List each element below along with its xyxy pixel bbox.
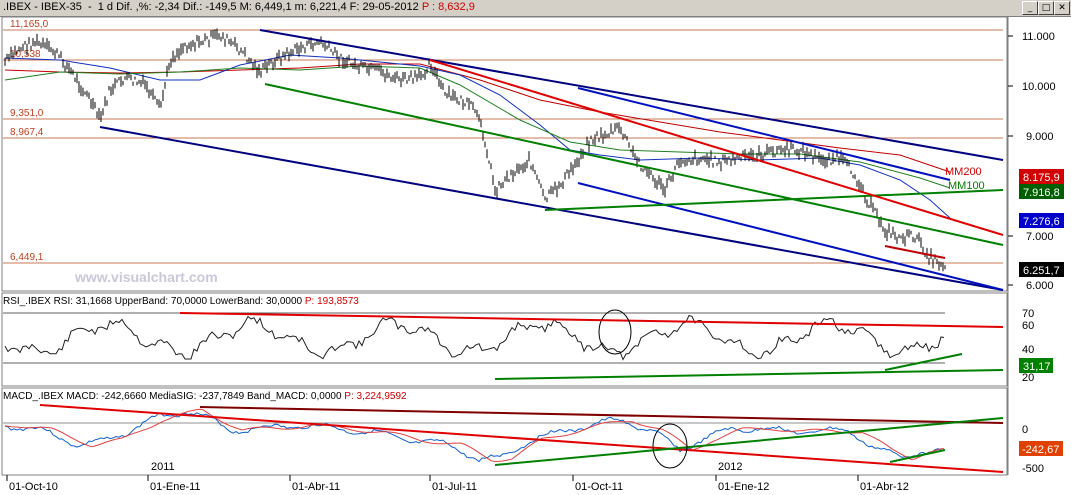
macd-highlight-circle	[652, 423, 688, 469]
caption-text: .IBEX - IBEX-35 - 1 d Dif. ,%: -2,34 Dif…	[3, 1, 422, 13]
y-tick-label: 9.000	[1026, 131, 1054, 143]
price-series	[4, 28, 946, 272]
macd-trend-green-short	[889, 449, 946, 463]
level-label: 10,538	[10, 49, 41, 60]
y-tick-label: 11.000	[1022, 31, 1055, 43]
rsi-tick-label: 40	[1022, 344, 1034, 356]
price-panel	[1, 16, 1008, 292]
macd-line	[4, 412, 945, 463]
trend-line-green-channel	[264, 83, 1004, 246]
minimize-button[interactable]: _	[1022, 1, 1038, 15]
year-label: 2011	[151, 461, 175, 473]
ma100-green-line	[4, 65, 951, 189]
price-box-last	[1019, 262, 1064, 277]
watermark: www.visualchart.com	[74, 269, 218, 285]
trend-line-upper	[259, 29, 1004, 161]
ma100-label: MM100	[948, 180, 985, 192]
rsi-value-box	[1019, 358, 1053, 373]
macd-header: MACD_.IBEX MACD: -242,6660 MediaSIG: -23…	[3, 391, 407, 402]
year-label: 2012	[718, 461, 742, 473]
macd-header-text: MACD_.IBEX MACD: -242,6660 MediaSIG: -23…	[3, 391, 345, 402]
ma100-blue-line	[4, 54, 951, 219]
macd-tick-label: -500	[1022, 463, 1044, 475]
macd-signal-line	[4, 408, 945, 462]
window-titlebar: .IBEX - IBEX-35 - 1 d Dif. ,%: -2,34 Dif…	[0, 0, 1071, 17]
window-caption: .IBEX - IBEX-35 - 1 d Dif. ,%: -2,34 Dif…	[3, 1, 475, 13]
rsi-trend-red	[179, 312, 1004, 328]
price-box-blue	[1019, 213, 1064, 228]
x-tick-label: 01-Jul-11	[432, 481, 477, 493]
rsi-tick-label: 70	[1022, 308, 1034, 320]
rsi-tick-label: 20	[1022, 372, 1034, 384]
trend-line-green-support	[544, 189, 1004, 211]
level-label: 11,165,0	[10, 19, 49, 30]
rsi-header-text: RSI_.IBEX RSI: 31,1668 UpperBand: 70,000…	[3, 296, 305, 307]
macd-value-box	[1019, 441, 1063, 456]
price-box-ma100	[1019, 184, 1064, 199]
level-label: 6,449,1	[10, 252, 44, 263]
rsi-value-text: 31,17	[1023, 361, 1051, 373]
x-tick-label: 01-Oct-10	[9, 481, 58, 493]
x-tick-label: 01-Oct-11	[575, 481, 623, 493]
close-button[interactable]: ✕	[1054, 1, 1070, 15]
price-box-ma100-text: 7.916,8	[1023, 187, 1060, 199]
macd-trend-dark	[199, 406, 1004, 424]
trend-line-inner-lower	[577, 182, 1004, 291]
rsi-line	[4, 314, 945, 361]
trend-line-lower	[99, 126, 1004, 291]
price-box-ma200-text: 8.175,9	[1023, 172, 1060, 184]
rsi-trend-green-short	[884, 353, 963, 371]
rsi-header-p: P: 193,8573	[304, 296, 359, 307]
y-tick-label: 6.000	[1026, 280, 1054, 292]
x-tick-label: 01-Ene-11	[150, 481, 201, 493]
rsi-tick-label: 60	[1022, 320, 1034, 332]
macd-trend-green	[494, 417, 1004, 466]
macd-header-p: P: 3,224,9592	[344, 391, 407, 402]
x-tick-label: 01-Abr-11	[292, 481, 340, 493]
trend-line-red-short	[884, 245, 946, 259]
macd-value-text: -242,67	[1022, 444, 1059, 456]
maximize-button[interactable]: □	[1038, 1, 1054, 15]
ma200-line	[4, 63, 951, 173]
y-tick-label: 10.000	[1022, 81, 1056, 93]
level-lines	[3, 29, 1003, 264]
price-box-blue-text: 7.276,6	[1023, 216, 1060, 228]
level-label: 9,351,0	[10, 108, 44, 119]
macd-trend-red	[39, 404, 1004, 473]
rsi-highlight-circle	[598, 309, 632, 355]
rsi-trend-green	[494, 369, 1004, 380]
price-box-ma200	[1019, 169, 1064, 184]
price-box-last-text: 6.251,7	[1023, 265, 1060, 277]
x-tick-label: 01-Abr-12	[860, 481, 909, 493]
macd-tick-label: 0	[1022, 424, 1028, 436]
rsi-header: RSI_.IBEX RSI: 31,1668 UpperBand: 70,000…	[3, 296, 359, 307]
y-tick-label: 7.000	[1026, 231, 1054, 243]
caption-p-value: P : 8,632,9	[421, 1, 475, 13]
trend-line-red	[429, 59, 1004, 236]
level-label: 8,967,4	[10, 127, 44, 138]
ma200-label: MM200	[945, 166, 982, 178]
x-tick-label: 01-Ene-12	[718, 481, 769, 493]
trend-line-inner-upper	[577, 87, 951, 181]
